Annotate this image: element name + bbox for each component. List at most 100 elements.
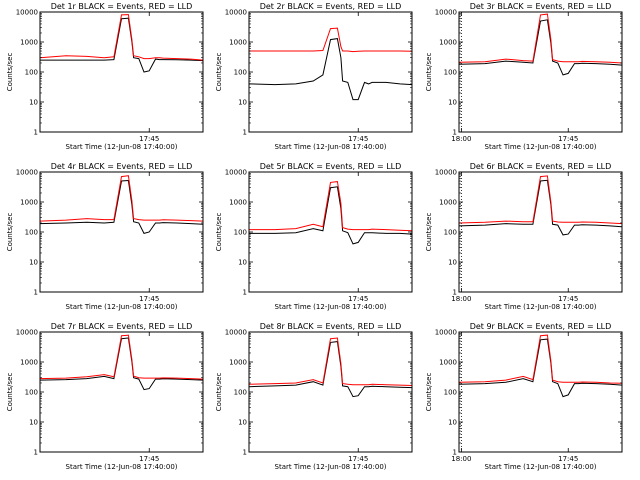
y-axis-label: Counts/sec <box>6 373 14 412</box>
x-tick-label: 17:45 <box>139 295 159 303</box>
plot-frame <box>39 331 204 453</box>
x-tick-label: 18:00 <box>451 455 471 463</box>
y-axis-label: Counts/sec <box>425 373 433 412</box>
y-tick-label: 1 <box>34 289 38 297</box>
chart-panel-1: Det 1r BLACK = Events, RED = LLDDE110100… <box>6 2 471 151</box>
x-axis-label: Start Time (12-Jun-08 17:40:00) <box>275 303 387 311</box>
y-axis-label: Counts/sec <box>6 53 14 92</box>
series-line-events <box>40 17 204 73</box>
y-tick-label: 10000 <box>435 329 457 337</box>
y-tick-label: 1000 <box>229 199 247 207</box>
chart-title: Det 9r BLACK = Events, RED = LLD <box>470 322 612 331</box>
series-line-lld <box>458 334 623 384</box>
chart-panel-3: Det 3r BLACK = Events, RED = LLDDE110100… <box>425 2 623 151</box>
y-tick-label: 1 <box>453 449 457 457</box>
plot-frame <box>39 11 204 133</box>
series-line-events <box>248 38 413 101</box>
y-tick-label: 10 <box>29 259 38 267</box>
series-line-lld <box>39 334 204 380</box>
y-tick-label: 100 <box>444 229 457 237</box>
x-axis-label: Start Time (12-Jun-08 17:40:00) <box>485 303 597 311</box>
plot-frame <box>248 331 413 453</box>
y-tick-label: 10 <box>29 99 38 107</box>
series-line-lld <box>458 13 623 64</box>
plot-frame <box>458 11 623 133</box>
y-tick-label: 10000 <box>16 169 38 177</box>
chart-title: Det 5r BLACK = Events, RED = LLD <box>260 162 402 171</box>
x-tick-label: 17:45 <box>139 135 159 143</box>
chart-panel-7: Det 7r BLACK = Events, RED = LLDDE110100… <box>6 322 471 471</box>
y-tick-label: 100 <box>234 389 247 397</box>
x-tick-label: 17:45 <box>139 455 159 463</box>
series-line-events <box>458 179 623 236</box>
y-axis-label: Counts/sec <box>215 213 223 252</box>
y-tick-label: 1 <box>34 449 38 457</box>
series-line-events <box>248 341 413 398</box>
x-tick-label: 17:45 <box>348 295 368 303</box>
series-line-lld <box>249 27 413 53</box>
series-line-events <box>458 338 623 398</box>
y-tick-label: 10 <box>448 99 457 107</box>
chart-title: Det 1r BLACK = Events, RED = LLD <box>51 2 193 11</box>
x-tick-label: 17:45 <box>348 455 368 463</box>
chart-panel-6: Det 6r BLACK = Events, RED = LLDDE110100… <box>425 162 623 311</box>
y-tick-label: 10 <box>29 419 38 427</box>
y-tick-label: 1000 <box>20 199 38 207</box>
y-tick-label: 1000 <box>20 359 38 367</box>
chart-title: Det 2r BLACK = Events, RED = LLD <box>260 2 402 11</box>
series-line-lld <box>458 175 623 225</box>
y-tick-label: 100 <box>25 229 38 237</box>
y-tick-label: 100 <box>25 69 38 77</box>
y-tick-label: 1000 <box>229 359 247 367</box>
y-tick-label: 10 <box>238 419 247 427</box>
chart-panel-8: Det 8r BLACK = Events, RED = LLDDE110100… <box>215 322 413 471</box>
y-tick-label: 10000 <box>435 169 457 177</box>
y-tick-label: 100 <box>444 69 457 77</box>
y-axis-label: Counts/sec <box>6 213 14 252</box>
y-tick-label: 10 <box>238 99 247 107</box>
y-tick-label: 10 <box>448 419 457 427</box>
y-tick-label: 1 <box>453 129 457 137</box>
y-tick-label: 100 <box>25 389 38 397</box>
plot-frame <box>39 171 204 293</box>
plot-frame <box>458 331 623 453</box>
x-tick-label: 18:00 <box>451 135 471 143</box>
x-axis-label: Start Time (12-Jun-08 17:40:00) <box>66 463 178 471</box>
chart-title: Det 6r BLACK = Events, RED = LLD <box>470 162 612 171</box>
x-axis-label: Start Time (12-Jun-08 17:40:00) <box>485 143 597 151</box>
y-tick-label: 10000 <box>225 169 247 177</box>
y-tick-label: 10000 <box>225 9 247 17</box>
chart-panel-4: Det 4r BLACK = Events, RED = LLDDE110100… <box>6 162 471 311</box>
x-tick-label: 17:45 <box>348 135 368 143</box>
series-line-lld <box>39 175 204 222</box>
series-line-lld <box>248 337 413 386</box>
y-tick-label: 1000 <box>439 359 457 367</box>
y-tick-label: 1000 <box>439 199 457 207</box>
series-line-events <box>249 186 413 245</box>
series-line-lld <box>249 181 413 232</box>
y-tick-label: 1000 <box>20 39 38 47</box>
chart-title: Det 7r BLACK = Events, RED = LLD <box>51 322 193 331</box>
y-tick-label: 10000 <box>16 329 38 337</box>
plot-frame <box>458 171 623 293</box>
y-tick-label: 10000 <box>435 9 457 17</box>
chart-panel-5: Det 5r BLACK = Events, RED = LLDDE110100… <box>215 162 413 311</box>
y-axis-label: Counts/sec <box>215 373 223 412</box>
series-line-lld <box>39 14 204 61</box>
y-tick-label: 1 <box>243 129 247 137</box>
x-axis-label: Start Time (12-Jun-08 17:40:00) <box>485 463 597 471</box>
x-tick-label: 18:00 <box>451 295 471 303</box>
y-tick-label: 1000 <box>229 39 247 47</box>
x-tick-label: 17:45 <box>558 455 578 463</box>
chart-panel-2: Det 2r BLACK = Events, RED = LLDDE110100… <box>215 2 413 151</box>
x-axis-label: Start Time (12-Jun-08 17:40:00) <box>275 143 387 151</box>
y-axis-label: Counts/sec <box>425 53 433 92</box>
chart-title: Det 4r BLACK = Events, RED = LLD <box>51 162 193 171</box>
y-tick-label: 1000 <box>439 39 457 47</box>
series-line-events <box>39 337 204 391</box>
y-tick-label: 1 <box>34 129 38 137</box>
chart-panel-9: Det 9r BLACK = Events, RED = LLDDE110100… <box>425 322 623 471</box>
y-tick-label: 10 <box>238 259 247 267</box>
series-line-events <box>39 179 204 234</box>
